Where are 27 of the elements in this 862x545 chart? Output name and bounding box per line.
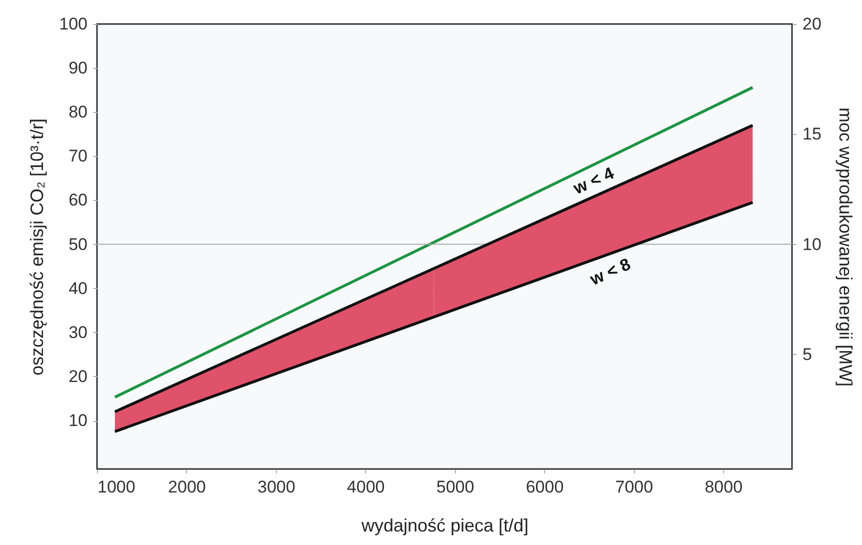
y2-tick-label: 15 bbox=[802, 124, 822, 144]
x-tick-label: 3000 bbox=[257, 478, 296, 496]
y-tick-label: 80 bbox=[68, 102, 88, 122]
y-tick-label: 70 bbox=[68, 146, 88, 166]
y2-tick-label: 20 bbox=[802, 14, 822, 34]
y-tick-label: 100 bbox=[59, 14, 88, 34]
y-tick-label: 20 bbox=[68, 366, 88, 386]
x-tick-label: 4000 bbox=[346, 478, 385, 496]
y2-tick-label: 10 bbox=[802, 234, 822, 254]
text: w < 4 bbox=[570, 163, 618, 198]
x-tick-label: 7000 bbox=[615, 478, 654, 496]
x-tick-label: 5000 bbox=[436, 478, 474, 496]
x-tick-label: 8000 bbox=[704, 478, 743, 496]
x-tick-label: 2000 bbox=[168, 478, 206, 496]
x-tick-label: 6000 bbox=[526, 478, 564, 496]
y-tick-label: 50 bbox=[68, 234, 88, 254]
y2-tick-label: 5 bbox=[802, 344, 812, 364]
y-axis-title: oszczędność emisji CO₂ [10³·t/r] bbox=[27, 118, 48, 376]
text: w < 8 bbox=[586, 254, 634, 290]
y-tick-label: 60 bbox=[68, 190, 88, 210]
y2-axis-title: moc wyprodukowanej energii [MW] bbox=[835, 107, 856, 387]
y-tick-label: 10 bbox=[68, 411, 88, 430]
y-tick-label: 30 bbox=[68, 322, 88, 342]
x-axis-title: wydajność pieca [t/d] bbox=[360, 516, 529, 536]
y-tick-label: 90 bbox=[68, 58, 88, 78]
y-tick-label: 40 bbox=[68, 278, 88, 298]
x-tick-label: 1000 bbox=[98, 478, 136, 496]
